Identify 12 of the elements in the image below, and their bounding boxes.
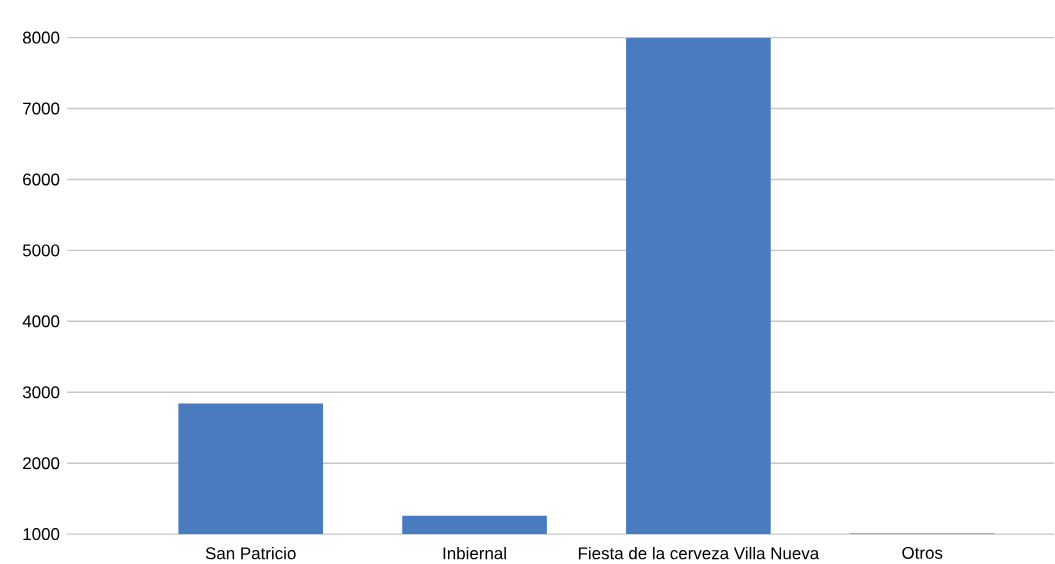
x-tick-label: Fiesta de la cerveza Villa Nueva — [578, 547, 820, 560]
y-tick-label: 8000 — [23, 31, 60, 44]
y-tick-label: 4000 — [22, 315, 60, 328]
x-tick-label: Inbiernal — [443, 547, 506, 560]
y-tick-label: 5000 — [22, 244, 60, 257]
y-tick-label: 3000 — [22, 386, 60, 399]
x-tick-label: Otros — [902, 547, 943, 560]
y-tick-label: 7000 — [23, 102, 60, 115]
y-tick-label: 1000 — [23, 528, 60, 541]
x-tick-label: San Patricio — [205, 547, 296, 560]
y-tick-label: 6000 — [23, 173, 60, 186]
y-tick-label: 2000 — [23, 457, 60, 470]
